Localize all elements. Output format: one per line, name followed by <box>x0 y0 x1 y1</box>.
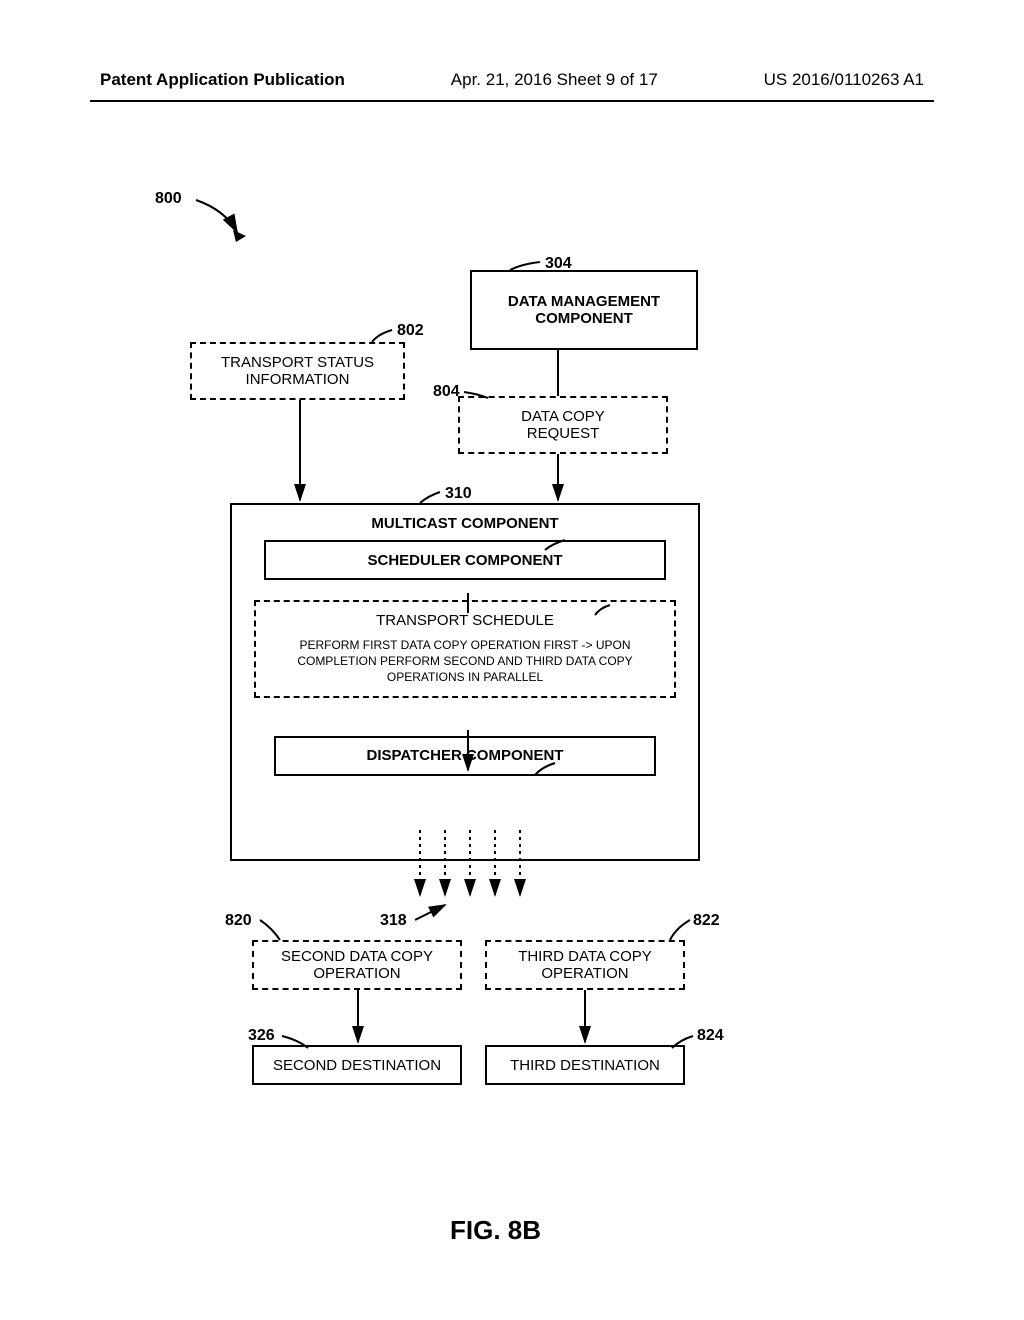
ref-802: 802 <box>397 322 424 340</box>
data-management-component: DATA MANAGEMENT COMPONENT <box>470 270 698 350</box>
second-dest-label: SECOND DESTINATION <box>273 1057 441 1074</box>
transport-status-info: TRANSPORT STATUS INFORMATION <box>190 342 405 400</box>
dispatcher-label: DISPATCHER COMPONENT <box>367 747 564 764</box>
ref-310: 310 <box>445 485 472 503</box>
transport-status-l1: TRANSPORT STATUS <box>221 354 374 371</box>
data-copy-request: DATA COPY REQUEST <box>458 396 668 454</box>
dispatcher-component: DISPATCHER COMPONENT <box>274 736 656 776</box>
transport-schedule-body: PERFORM FIRST DATA COPY OPERATION FIRST … <box>270 637 660 686</box>
figure-diagram: 800 304 802 804 310 312 808 316 318 820 … <box>0 170 1024 1170</box>
ref-820: 820 <box>225 912 252 930</box>
transport-status-l2: INFORMATION <box>246 371 350 388</box>
transport-schedule-title: TRANSPORT SCHEDULE <box>376 612 554 629</box>
multicast-component: MULTICAST COMPONENT SCHEDULER COMPONENT … <box>230 503 700 861</box>
ref-804: 804 <box>433 383 460 401</box>
ref-824: 824 <box>697 1027 724 1045</box>
ref-822: 822 <box>693 912 720 930</box>
third-dest-label: THIRD DESTINATION <box>510 1057 660 1074</box>
scheduler-label: SCHEDULER COMPONENT <box>367 552 562 569</box>
data-copy-req-l2: REQUEST <box>527 425 600 442</box>
header-left: Patent Application Publication <box>100 70 345 90</box>
data-mgmt-l1: DATA MANAGEMENT <box>508 293 660 310</box>
ref-326: 326 <box>248 1027 275 1045</box>
header-center: Apr. 21, 2016 Sheet 9 of 17 <box>451 70 658 90</box>
data-mgmt-l2: COMPONENT <box>535 310 633 327</box>
scheduler-component: SCHEDULER COMPONENT <box>264 540 666 580</box>
page-header: Patent Application Publication Apr. 21, … <box>0 70 1024 90</box>
second-copy-l1: SECOND DATA COPY <box>281 948 433 965</box>
header-rule <box>90 100 934 102</box>
ref-318: 318 <box>380 912 407 930</box>
second-data-copy-operation: SECOND DATA COPY OPERATION <box>252 940 462 990</box>
third-copy-l2: OPERATION <box>541 965 628 982</box>
second-destination: SECOND DESTINATION <box>252 1045 462 1085</box>
ref-800: 800 <box>155 190 182 208</box>
figure-label: FIG. 8B <box>450 1215 541 1246</box>
third-destination: THIRD DESTINATION <box>485 1045 685 1085</box>
data-copy-req-l1: DATA COPY <box>521 408 605 425</box>
third-data-copy-operation: THIRD DATA COPY OPERATION <box>485 940 685 990</box>
transport-schedule: TRANSPORT SCHEDULE PERFORM FIRST DATA CO… <box>254 600 676 698</box>
third-copy-l1: THIRD DATA COPY <box>518 948 652 965</box>
second-copy-l2: OPERATION <box>313 965 400 982</box>
multicast-title: MULTICAST COMPONENT <box>244 515 686 532</box>
header-right: US 2016/0110263 A1 <box>764 70 924 90</box>
